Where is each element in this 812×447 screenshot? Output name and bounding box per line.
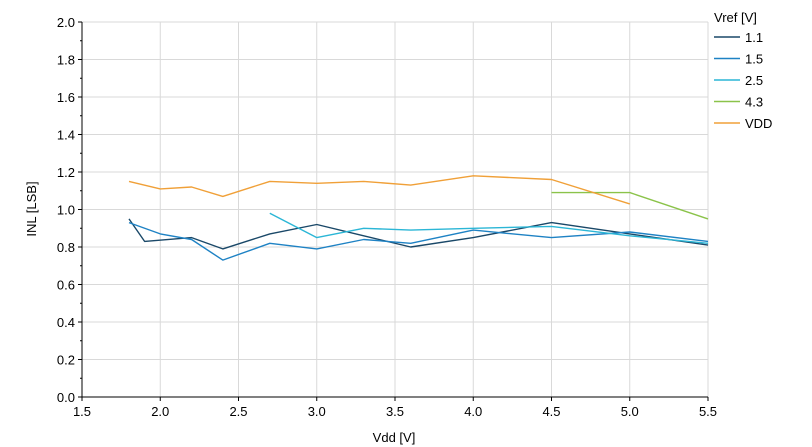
y-axis-label: INL [LSB] <box>24 181 39 236</box>
y-tick-label: 0.2 <box>57 353 75 368</box>
y-tick-label: 1.2 <box>57 165 75 180</box>
x-tick-label: 3.0 <box>308 404 326 419</box>
y-tick-label: 1.4 <box>57 128 75 143</box>
series-line-1-5 <box>128 221 709 261</box>
x-tick-label: 2.5 <box>229 404 247 419</box>
x-axis-ticks: 1.5 2.0 2.5 3.0 3.5 4.0 4.5 5.0 5.5 <box>73 397 717 419</box>
y-axis-ticks: 0.0 0.2 0.4 0.6 0.8 1.0 1.2 1.4 1.6 1.8 2.0 <box>57 15 82 405</box>
x-tick-label: 2.0 <box>151 404 169 419</box>
y-tick-label: 1.8 <box>57 53 75 68</box>
x-tick-label: 5.5 <box>699 404 717 419</box>
y-tick-label: 0.4 <box>57 315 75 330</box>
legend-label: 1.1 <box>745 30 763 45</box>
y-tick-label: 2.0 <box>57 15 75 30</box>
series-line-2-5 <box>269 212 709 244</box>
legend-label: 4.3 <box>745 95 763 110</box>
x-tick-label: 3.5 <box>386 404 404 419</box>
x-tick-label: 4.0 <box>464 404 482 419</box>
legend-label: 1.5 <box>745 52 763 67</box>
series-line-vdd <box>128 175 631 205</box>
x-axis-label: Vdd [V] <box>373 430 416 445</box>
x-tick-label: 5.0 <box>621 404 639 419</box>
legend-label: VDD <box>745 116 772 131</box>
y-tick-label: 1.0 <box>57 203 75 218</box>
x-tick-label: 1.5 <box>73 404 91 419</box>
y-tick-label: 0.8 <box>57 240 75 255</box>
x-tick-label: 4.5 <box>542 404 560 419</box>
series-lines <box>128 175 709 261</box>
y-tick-label: 0.6 <box>57 278 75 293</box>
legend: Vref [V] 1.1 1.5 2.5 4.3 VDD <box>714 10 772 131</box>
series-line-4-3 <box>551 191 709 220</box>
gridlines <box>82 21 709 397</box>
y-tick-label: 1.6 <box>57 90 75 105</box>
legend-label: 2.5 <box>745 73 763 88</box>
legend-title: Vref [V] <box>714 10 757 25</box>
y-tick-label: 0.0 <box>57 390 75 405</box>
